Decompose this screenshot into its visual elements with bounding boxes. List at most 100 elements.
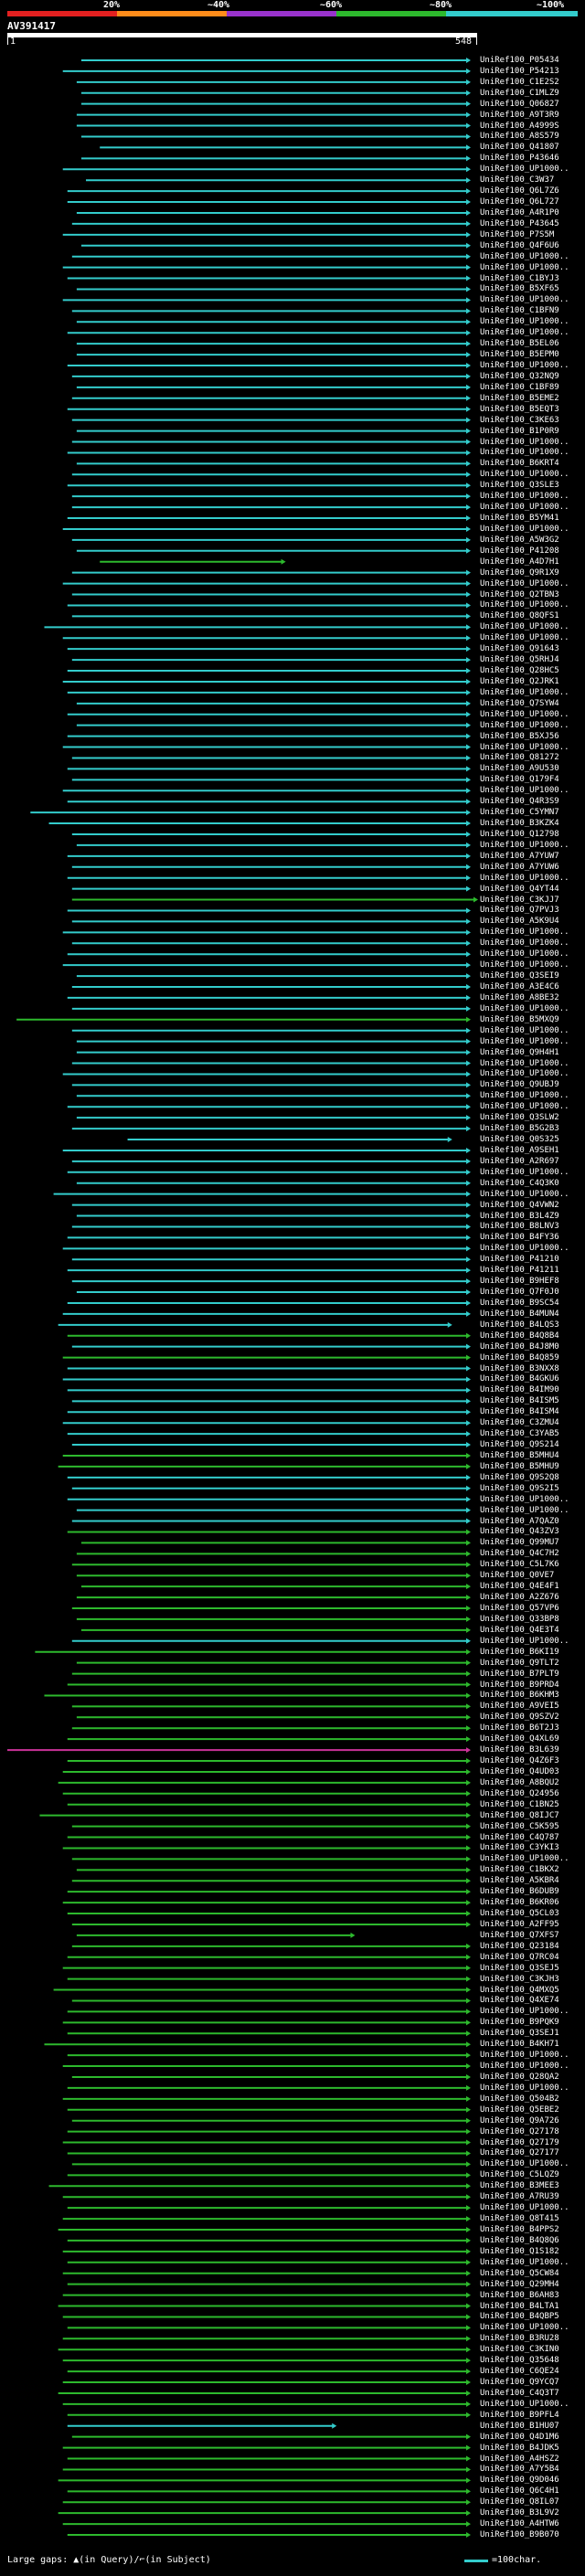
hit-bar[interactable]: [67, 1299, 471, 1306]
hit-bar[interactable]: [67, 1758, 471, 1765]
hit-label[interactable]: UniRef100_UP1000..: [480, 2159, 569, 2169]
hit-bar[interactable]: [80, 1627, 471, 1633]
hit-bar[interactable]: [71, 2073, 471, 2080]
hit-bar[interactable]: [71, 1126, 471, 1132]
hit-bar[interactable]: [71, 504, 471, 511]
hit-bar[interactable]: [76, 1932, 356, 1938]
hit-label[interactable]: UniRef100_Q5CW84: [480, 2268, 559, 2278]
hit-bar[interactable]: [62, 2358, 471, 2364]
hit-label[interactable]: UniRef100_B6AH83: [480, 2290, 559, 2300]
hit-label[interactable]: UniRef100_B4ISM4: [480, 1407, 559, 1417]
hit-bar[interactable]: [62, 962, 471, 969]
hit-label[interactable]: UniRef100_Q5RHJ4: [480, 655, 559, 665]
hit-bar[interactable]: [67, 1431, 471, 1437]
hit-label[interactable]: UniRef100_B3MEE3: [480, 2181, 559, 2191]
hit-bar[interactable]: [67, 1529, 471, 1535]
hit-bar[interactable]: [100, 558, 286, 565]
hit-bar[interactable]: [67, 2106, 471, 2113]
hit-bar[interactable]: [71, 395, 471, 401]
hit-label[interactable]: UniRef100_UP1000..: [480, 687, 569, 697]
hit-bar[interactable]: [76, 1573, 471, 1579]
hit-label[interactable]: UniRef100_Q3SLE3: [480, 481, 559, 491]
hit-bar[interactable]: [71, 1485, 471, 1491]
hit-bar[interactable]: [71, 940, 471, 947]
hit-bar[interactable]: [71, 1856, 471, 1862]
hit-bar[interactable]: [71, 831, 471, 837]
hit-bar[interactable]: [67, 711, 471, 717]
hit-bar[interactable]: [58, 2390, 471, 2396]
hit-label[interactable]: UniRef100_UP1000..: [480, 600, 569, 610]
hit-label[interactable]: UniRef100_Q4UD03: [480, 1766, 559, 1776]
hit-bar[interactable]: [39, 1812, 471, 1818]
hit-bar[interactable]: [71, 1878, 471, 1884]
hit-bar[interactable]: [62, 2095, 471, 2102]
hit-label[interactable]: UniRef100_B6DUB9: [480, 1887, 559, 1897]
hit-label[interactable]: UniRef100_Q4YT44: [480, 884, 559, 894]
hit-bar[interactable]: [71, 373, 471, 379]
hit-bar[interactable]: [67, 2084, 471, 2091]
hit-label[interactable]: UniRef100_UP1000..: [480, 1167, 569, 1177]
hit-label[interactable]: UniRef100_B1P0R9: [480, 426, 559, 436]
hit-label[interactable]: UniRef100_B7PLT9: [480, 1669, 559, 1679]
hit-label[interactable]: UniRef100_UP1000..: [480, 960, 569, 970]
hit-label[interactable]: UniRef100_P7S5M: [480, 229, 555, 239]
hit-label[interactable]: UniRef100_UP1000..: [480, 361, 569, 370]
hit-label[interactable]: UniRef100_C3W37: [480, 175, 555, 186]
hit-label[interactable]: UniRef100_UP1000..: [480, 1636, 569, 1646]
hit-label[interactable]: UniRef100_Q4XL69: [480, 1734, 559, 1744]
hit-bar[interactable]: [67, 275, 471, 281]
hit-bar[interactable]: [67, 2128, 471, 2135]
hit-label[interactable]: UniRef100_B5MHU9: [480, 1461, 559, 1471]
hit-label[interactable]: UniRef100_B4Q8Q6: [480, 2235, 559, 2245]
hit-bar[interactable]: [71, 1027, 471, 1034]
hit-bar[interactable]: [58, 1779, 471, 1786]
hit-bar[interactable]: [76, 1867, 471, 1873]
hit-label[interactable]: UniRef100_C1E2S2: [480, 77, 559, 87]
hit-bar[interactable]: [62, 1071, 471, 1077]
hit-label[interactable]: UniRef100_Q6L727: [480, 197, 559, 207]
hit-bar[interactable]: [67, 2422, 337, 2429]
hit-label[interactable]: UniRef100_Q57VP6: [480, 1604, 559, 1613]
hit-label[interactable]: UniRef100_Q35648: [480, 2356, 559, 2366]
hit-label[interactable]: UniRef100_B9PFL4: [480, 2410, 559, 2420]
hit-label[interactable]: UniRef100_Q6L7Z6: [480, 186, 559, 196]
hit-bar[interactable]: [71, 984, 471, 990]
hit-label[interactable]: UniRef100_A7RU39: [480, 2192, 559, 2202]
hit-label[interactable]: UniRef100_Q43ZV3: [480, 1527, 559, 1537]
hit-bar[interactable]: [67, 2205, 471, 2211]
hit-bar[interactable]: [76, 1049, 471, 1055]
hit-bar[interactable]: [62, 525, 471, 532]
hit-label[interactable]: UniRef100_Q28QA2: [480, 2072, 559, 2082]
hit-bar[interactable]: [62, 2139, 471, 2146]
hit-bar[interactable]: [76, 209, 471, 216]
hit-bar[interactable]: [67, 1104, 471, 1110]
hit-bar[interactable]: [62, 1965, 471, 1971]
hit-label[interactable]: UniRef100_B3L9V2: [480, 2508, 559, 2518]
hit-bar[interactable]: [71, 1278, 471, 1285]
hit-label[interactable]: UniRef100_C5L7K6: [480, 1560, 559, 1570]
hit-bar[interactable]: [71, 1398, 471, 1405]
hit-bar[interactable]: [67, 2369, 471, 2375]
hit-label[interactable]: UniRef100_UP1000..: [480, 1091, 569, 1101]
hit-bar[interactable]: [67, 2412, 471, 2418]
hit-bar[interactable]: [76, 122, 471, 129]
hit-bar[interactable]: [80, 101, 471, 107]
hit-bar[interactable]: [71, 536, 471, 543]
hit-label[interactable]: UniRef100_B1HU07: [480, 2421, 559, 2431]
hit-label[interactable]: UniRef100_Q3SEJ1: [480, 2029, 559, 2039]
hit-bar[interactable]: [62, 1420, 471, 1426]
hit-label[interactable]: UniRef100_Q4C7H2: [480, 1549, 559, 1559]
hit-label[interactable]: UniRef100_B4KH71: [480, 2040, 559, 2050]
hit-bar[interactable]: [67, 602, 471, 609]
hit-label[interactable]: UniRef100_C4Q787: [480, 1832, 559, 1842]
hit-label[interactable]: UniRef100_A7QAZ0: [480, 1516, 559, 1526]
hit-label[interactable]: UniRef100_Q1S182: [480, 2246, 559, 2256]
hit-label[interactable]: UniRef100_A2R697: [480, 1156, 559, 1166]
hit-label[interactable]: UniRef100_B5XJ56: [480, 731, 559, 741]
hit-bar[interactable]: [44, 1692, 471, 1699]
hit-bar[interactable]: [76, 1714, 471, 1721]
hit-label[interactable]: UniRef100_UP1000..: [480, 470, 569, 480]
hit-label[interactable]: UniRef100_UP1000..: [480, 295, 569, 305]
hit-label[interactable]: UniRef100_Q29MH4: [480, 2279, 559, 2289]
hit-label[interactable]: UniRef100_UP1000..: [480, 578, 569, 588]
